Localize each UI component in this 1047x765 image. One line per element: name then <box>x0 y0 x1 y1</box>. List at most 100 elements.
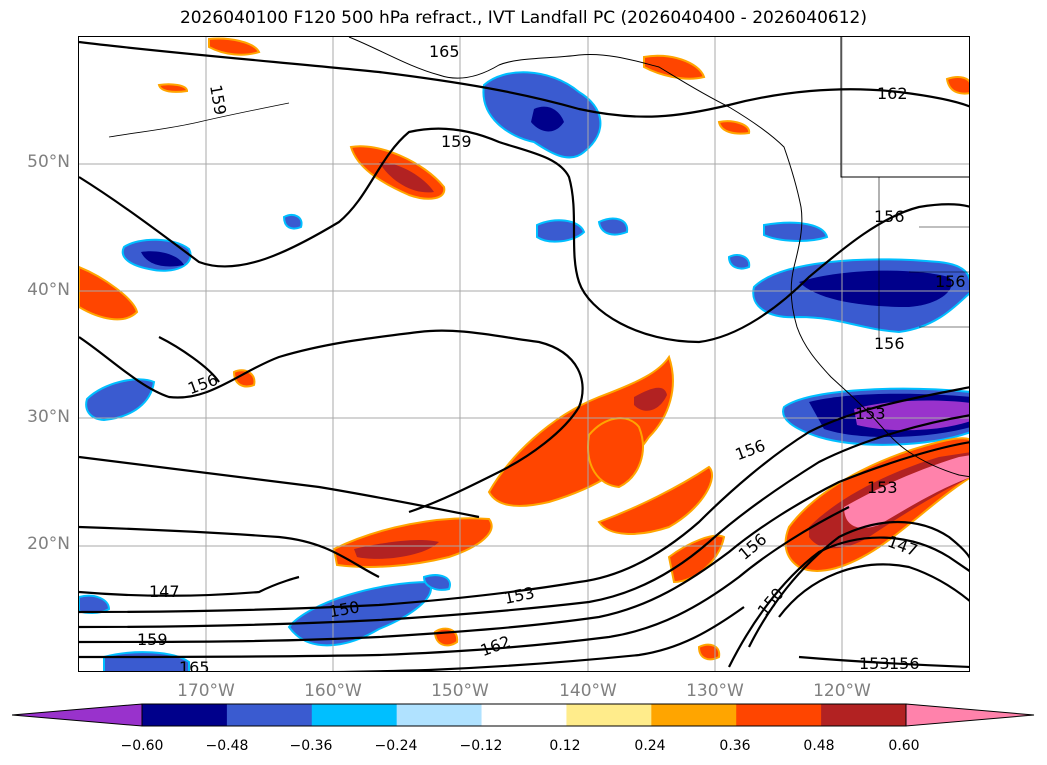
colorbar-tick: −0.48 <box>205 738 249 754</box>
neg-blob-mid2 <box>597 217 629 236</box>
contour-label: 156 <box>889 654 920 672</box>
contour-159-north <box>79 127 969 344</box>
colorbar-tick: 0.12 <box>549 738 581 754</box>
us-state-lines <box>878 177 969 337</box>
contour-label: 156 <box>874 207 905 226</box>
neg-blob-hawaii-w <box>85 378 156 422</box>
contour-label: 153 <box>855 404 886 423</box>
canada-border <box>840 37 969 178</box>
contour-label: 165 <box>429 42 460 61</box>
colorbar-tick: 0.60 <box>888 738 920 754</box>
pos-blob-sub3 <box>667 534 726 584</box>
colorbar-segments <box>12 703 1035 727</box>
contour-150-a <box>79 525 380 578</box>
contour-label: 156 <box>735 529 771 563</box>
colorbar-tick: 0.24 <box>634 738 666 754</box>
colorbar-tick: 0.48 <box>803 738 835 754</box>
colorbar-segment <box>311 704 398 726</box>
pos-blob-alaska <box>643 54 706 80</box>
positive-anomaly-shading <box>79 37 969 661</box>
lat-label-40n: 40°N <box>27 280 70 300</box>
map-panel: 165 159 159 162 156 156 156 153 153 156 … <box>78 36 970 672</box>
colorbar-border <box>141 703 907 727</box>
contour-label: 156 <box>935 272 966 291</box>
colorbar-tick: 0.36 <box>719 738 751 754</box>
colorbar-segment <box>566 704 652 726</box>
pos-blob-mid-plume-core <box>634 387 667 411</box>
contour-south-2 <box>79 414 969 629</box>
lon-label-140w: 140°W <box>559 681 617 701</box>
contour-165-north <box>79 40 969 118</box>
colorbar-segment <box>142 704 228 726</box>
graticule <box>79 37 969 671</box>
neg-blob-small3 <box>763 221 829 242</box>
pos-blob-sub1-core <box>354 539 439 559</box>
colorbar-segment <box>481 704 567 726</box>
pos-blob-center <box>587 417 644 489</box>
colorbar-extend-low <box>12 703 143 727</box>
pos-blob-south-small2 <box>697 643 721 661</box>
colorbar-tick: −0.60 <box>120 738 164 754</box>
neg-blob-mid <box>536 219 586 243</box>
pos-blob-nw <box>208 37 261 56</box>
contour-147-a <box>79 575 300 597</box>
lat-label-20n: 20°N <box>27 534 70 554</box>
colorbar-tick: −0.12 <box>459 738 503 754</box>
contour-153-a <box>79 455 480 519</box>
pos-blob-ne <box>945 76 969 95</box>
pos-blob-n1 <box>157 83 189 93</box>
contour-153-bottom <box>798 655 969 669</box>
colorbar-tick: −0.24 <box>374 738 418 754</box>
coastlines <box>108 37 969 478</box>
lon-label-170w: 170°W <box>177 681 235 701</box>
contour-label: 156 <box>874 334 905 353</box>
contour-label: 162 <box>478 632 513 660</box>
contour-label: 165 <box>179 658 210 672</box>
neg-blob-small1 <box>282 214 303 230</box>
contour-label: 162 <box>877 84 908 103</box>
contour-147-se <box>778 563 969 618</box>
lat-label-50n: 50°N <box>27 152 70 172</box>
contour-south-3 <box>79 441 969 644</box>
contour-label: 159 <box>206 83 230 116</box>
neg-blob-sw2 <box>103 651 190 671</box>
contour-label: 159 <box>137 630 168 649</box>
map-canvas: 165 159 159 162 156 156 156 153 153 156 … <box>79 37 969 672</box>
neg-blob-nw-coast-core <box>799 270 952 307</box>
contour-label: 147 <box>149 582 180 601</box>
lon-label-160w: 160°W <box>304 681 362 701</box>
lon-label-130w: 130°W <box>686 681 744 701</box>
colorbar-segment <box>736 704 822 726</box>
contour-south-5 <box>330 606 745 671</box>
contour-sw-loop2 <box>728 536 969 668</box>
neg-blob-small4 <box>422 574 451 591</box>
negative-anomaly-shading <box>79 71 969 671</box>
pos-blob-north-mid-core <box>379 162 434 193</box>
neg-blob-sw <box>79 594 111 614</box>
colorbar-extend-high <box>905 703 1035 727</box>
pos-blob-sub2 <box>597 465 714 535</box>
contour-156-loop <box>158 336 220 383</box>
contour-label: 159 <box>441 132 472 151</box>
contour-label: 156 <box>733 436 768 464</box>
map-title: 2026040100 F120 500 hPa refract., IVT La… <box>179 8 867 28</box>
refractivity-contours <box>79 40 969 671</box>
colorbar-segment <box>226 704 313 726</box>
contour-label: 153 <box>859 654 890 672</box>
neg-blob-gulf-core <box>531 106 564 132</box>
pos-blob-sw-coast-pink <box>844 455 969 528</box>
contour-label: 156 <box>185 370 220 398</box>
lat-label-30n: 30°N <box>27 407 70 427</box>
pos-blob-hawaii <box>232 369 256 388</box>
neg-blob-west-core <box>141 251 184 267</box>
lon-label-150w: 150°W <box>431 681 489 701</box>
contour-label: 147 <box>885 532 920 560</box>
colorbar <box>12 703 1035 727</box>
contour-label: 153 <box>867 478 898 497</box>
pos-blob-west-edge <box>79 265 139 321</box>
colorbar-segment <box>396 704 483 726</box>
colorbar-segment <box>651 704 737 726</box>
aleutian-chain <box>108 102 290 138</box>
lon-label-120w: 120°W <box>813 681 871 701</box>
contour-156-mid <box>79 329 584 514</box>
